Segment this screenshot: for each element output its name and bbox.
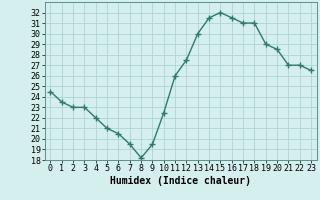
X-axis label: Humidex (Indice chaleur): Humidex (Indice chaleur) <box>110 176 251 186</box>
